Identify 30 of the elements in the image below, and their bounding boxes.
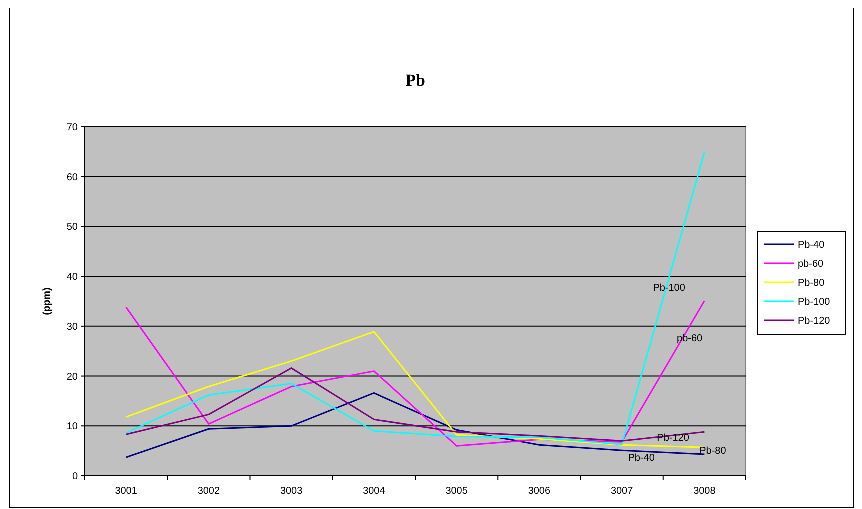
legend-label: Pb-100 bbox=[798, 297, 831, 308]
y-tick-label: 10 bbox=[66, 422, 78, 433]
y-tick-label: 30 bbox=[66, 322, 78, 333]
x-tick-label: 3005 bbox=[446, 486, 468, 497]
annotation: Pb-80 bbox=[700, 446, 727, 458]
x-tick-label: 3008 bbox=[694, 486, 716, 497]
line-series bbox=[126, 300, 706, 447]
x-tick-label: 3006 bbox=[528, 486, 551, 497]
legend-label: Pb-120 bbox=[798, 316, 831, 327]
line-series bbox=[126, 368, 706, 442]
x-tick-label: 3007 bbox=[610, 486, 634, 497]
x-tick-label: 3003 bbox=[280, 486, 304, 497]
annotation: Pb-120 bbox=[657, 432, 690, 444]
line-series bbox=[126, 331, 706, 448]
y-tick-label: 20 bbox=[66, 372, 78, 383]
legend-label: Pb-40 bbox=[798, 240, 826, 251]
y-axis-title: (ppm) bbox=[42, 288, 53, 316]
y-tick-label: 60 bbox=[66, 172, 78, 184]
annotation: Pb-40 bbox=[628, 453, 656, 464]
y-tick-label: 0 bbox=[72, 472, 78, 482]
line-series bbox=[126, 152, 706, 446]
x-tick-label: 3004 bbox=[363, 486, 386, 497]
y-tick-label: 50 bbox=[66, 222, 78, 234]
legend-label: pb-60 bbox=[798, 259, 824, 270]
legend-label: Pb-80 bbox=[798, 278, 826, 289]
x-tick-label: 3002 bbox=[198, 486, 220, 497]
y-tick-label: 40 bbox=[66, 272, 78, 284]
y-tick-label: 70 bbox=[66, 122, 78, 134]
x-tick-label: 3001 bbox=[115, 486, 138, 497]
chart-title: Pb bbox=[406, 71, 426, 90]
